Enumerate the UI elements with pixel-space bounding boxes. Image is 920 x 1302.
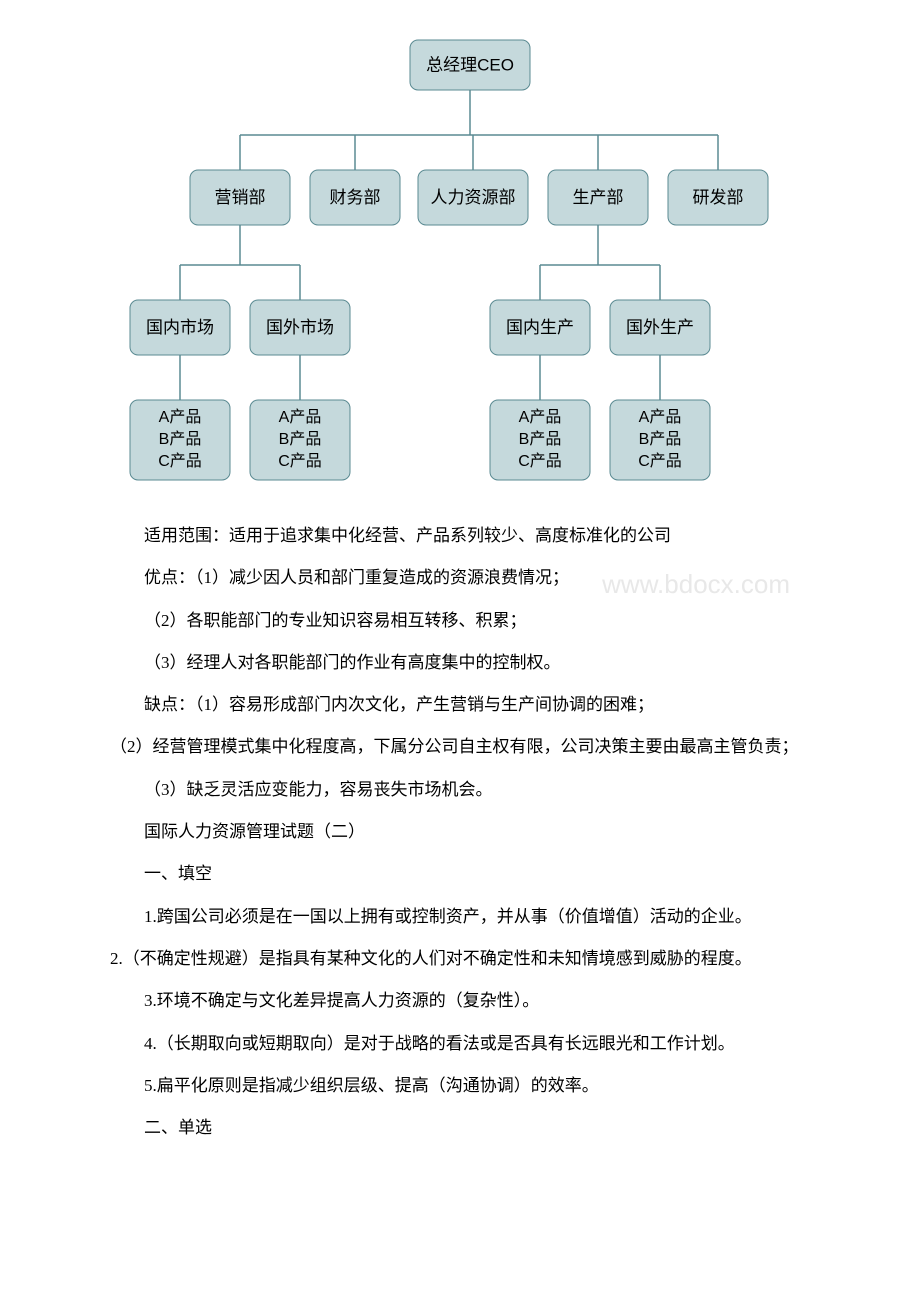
paragraph-section-fill: 一、填空 (110, 858, 810, 890)
org-node-label: 总经理CEO (426, 55, 514, 74)
paragraph-q4: 4.（长期取向或短期取向）是对于战略的看法或是否具有长远眼光和工作计划。 (110, 1028, 810, 1060)
org-node-label: A产品 (159, 408, 202, 426)
org-node-label: B产品 (279, 430, 322, 448)
org-chart-container: 总经理CEO 营销部 财务部 人力资源部 生产部 研发部国内市场 国外市场 国内生产 国外生产 A… (0, 0, 920, 510)
paragraph-scope: 适用范围：适用于追求集中化经营、产品系列较少、高度标准化的公司 (110, 520, 810, 552)
paragraph-dis-3: （3）缺乏灵活应变能力，容易丧失市场机会。 (110, 774, 810, 806)
org-node-label: 财务部 (330, 188, 381, 207)
org-node-label: C产品 (518, 452, 562, 470)
org-node-label: C产品 (158, 452, 202, 470)
org-node-label: C产品 (278, 452, 322, 470)
org-node-label: B产品 (519, 430, 562, 448)
paragraph-q1: 1.跨国公司必须是在一国以上拥有或控制资产，并从事（价值增值）活动的企业。 (110, 901, 810, 933)
org-node-label: 人力资源部 (431, 188, 516, 207)
paragraph-title-exam: 国际人力资源管理试题（二） (110, 816, 810, 848)
org-node-label: 国内生产 (506, 318, 574, 337)
document-body: 适用范围：适用于追求集中化经营、产品系列较少、高度标准化的公司 优点：（1）减少… (0, 520, 920, 1194)
paragraph-adv-2: （2）各职能部门的专业知识容易相互转移、积累； (110, 605, 810, 637)
paragraph-section-single: 二、单选 (110, 1112, 810, 1144)
org-node-label: A产品 (519, 408, 562, 426)
org-node-label: B产品 (159, 430, 202, 448)
org-node-label: A产品 (639, 408, 682, 426)
paragraph-q3: 3.环境不确定与文化差异提高人力资源的（复杂性）。 (110, 985, 810, 1017)
org-node-label: 国外生产 (626, 318, 694, 337)
org-node-label: 国外市场 (266, 318, 334, 337)
paragraph-adv-1: 优点：（1）减少因人员和部门重复造成的资源浪费情况； (110, 562, 810, 594)
document-page: 总经理CEO 营销部 财务部 人力资源部 生产部 研发部国内市场 国外市场 国内生产 国外生产 A… (0, 0, 920, 1194)
org-node-label: B产品 (639, 430, 682, 448)
org-node-label: 营销部 (215, 188, 266, 207)
paragraph-adv-3: （3）经理人对各职能部门的作业有高度集中的控制权。 (110, 647, 810, 679)
org-node-label: 生产部 (573, 188, 624, 207)
paragraph-dis-1: 缺点：（1）容易形成部门内次文化，产生营销与生产间协调的困难； (110, 689, 810, 721)
paragraph-q5: 5.扁平化原则是指减少组织层级、提高（沟通协调）的效率。 (110, 1070, 810, 1102)
org-node-label: 研发部 (693, 188, 744, 207)
org-chart: 总经理CEO 营销部 财务部 人力资源部 生产部 研发部国内市场 国外市场 国内生产 国外生产 A… (100, 30, 820, 490)
paragraph-q2: 2.（不确定性规避）是指具有某种文化的人们对不确定性和未知情境感到威胁的程度。 (110, 943, 810, 975)
org-node-label: A产品 (279, 408, 322, 426)
org-node-label: C产品 (638, 452, 682, 470)
paragraph-dis-2: （2）经营管理模式集中化程度高，下属分公司自主权有限，公司决策主要由最高主管负责… (110, 731, 810, 763)
org-node-label: 国内市场 (146, 318, 214, 337)
